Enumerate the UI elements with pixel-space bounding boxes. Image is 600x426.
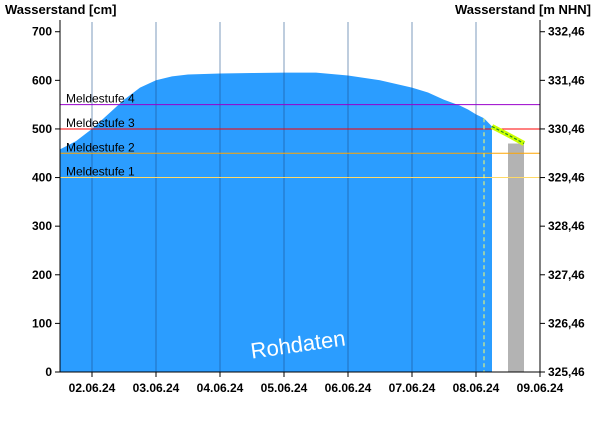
axes-group — [55, 20, 545, 377]
forecast-shade — [508, 143, 524, 372]
right-tick-label-1: 326,46 — [548, 316, 585, 330]
right-tick-label-4: 329,46 — [548, 171, 585, 185]
measured-area-group — [60, 72, 492, 372]
right-tick-label-3: 328,46 — [548, 219, 585, 233]
gridlines-group — [91, 22, 477, 372]
right-axis-title: Wasserstand [m NHN] — [455, 2, 591, 17]
left-tick-label-1: 100 — [32, 316, 52, 330]
x-tick-label-5: 06.06.24 — [325, 381, 372, 395]
right-tick-label-2: 327,46 — [548, 268, 585, 282]
x-tick-label-1: 02.06.24 — [69, 381, 116, 395]
x-tick-label-3: 04.06.24 — [197, 381, 244, 395]
right-tick-label-6: 331,46 — [548, 73, 585, 87]
x-tick-label-6: 07.06.24 — [389, 381, 436, 395]
forecast-shade-group — [508, 143, 524, 372]
threshold-label-4: Meldestufe 1 — [66, 165, 135, 179]
measured-area — [60, 72, 492, 372]
left-tick-label-7: 700 — [32, 25, 52, 39]
x-tick-label-7: 08.06.24 — [453, 381, 500, 395]
threshold-label-1: Meldestufe 4 — [66, 92, 135, 106]
left-tick-label-2: 200 — [32, 268, 52, 282]
threshold-label-2: Meldestufe 3 — [66, 116, 135, 130]
left-tick-label-6: 600 — [32, 73, 52, 87]
forecast-group — [483, 118, 526, 372]
thresholds-group: Meldestufe 4 Meldestufe 3 Meldestufe 2 Meld… — [60, 92, 540, 179]
right-tick-label-0: 325,46 — [548, 365, 585, 379]
threshold-label-3: Meldestufe 2 — [66, 140, 135, 154]
x-tick-label-4: 05.06.24 — [261, 381, 308, 395]
forecast-line — [491, 125, 525, 145]
left-tick-label-4: 400 — [32, 171, 52, 185]
left-tick-label-0: 0 — [45, 365, 52, 379]
right-tick-label-7: 332,46 — [548, 25, 585, 39]
x-tick-label-8: 09.06.24 — [517, 381, 564, 395]
left-axis-title: Wasserstand [cm] — [5, 2, 117, 17]
x-tick-label-2: 03.06.24 — [133, 381, 180, 395]
left-tick-label-3: 300 — [32, 219, 52, 233]
left-tick-label-5: 500 — [32, 122, 52, 136]
labels-group: 0 325,46 100 326,46 200 327,46 300 328,46 400 329… — [32, 25, 585, 395]
right-tick-label-5: 330,46 — [548, 122, 585, 136]
